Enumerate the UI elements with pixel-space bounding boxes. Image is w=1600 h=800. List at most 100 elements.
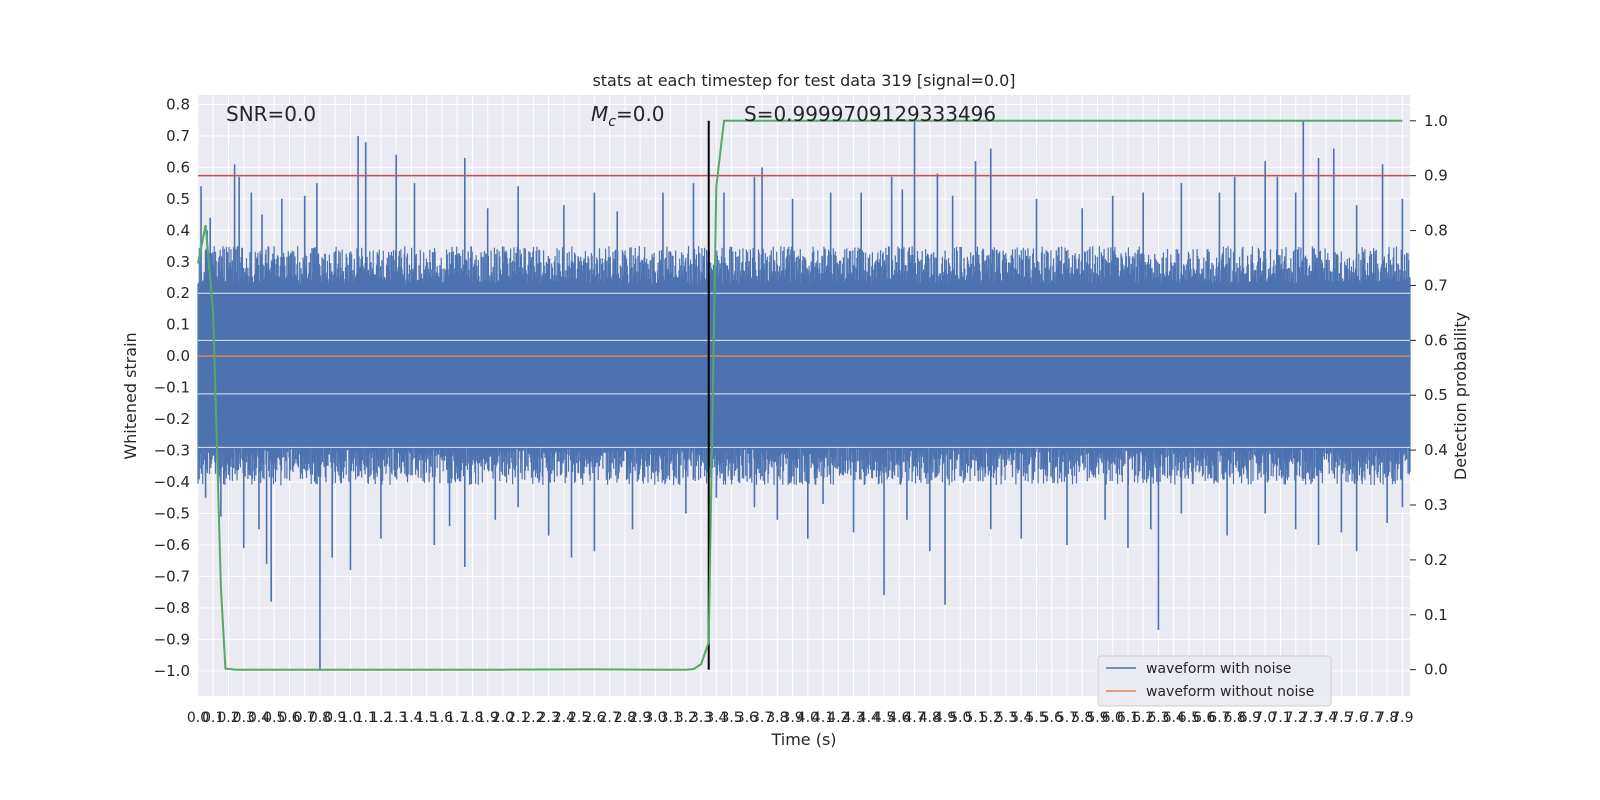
x-tick-label: 2.3 <box>538 710 560 726</box>
x-tick-label: 7.6 <box>1346 710 1368 726</box>
x-tick-label: 0.6 <box>278 710 300 726</box>
y-tick-label: −0.2 <box>154 410 190 428</box>
x-tick-label: 3.7 <box>751 710 773 726</box>
x-tick-label: 2.2 <box>522 710 544 726</box>
legend: waveform with noise waveform without noi… <box>1097 655 1332 707</box>
x-tick-label: 0.8 <box>309 710 331 726</box>
y-tick-label: 0.4 <box>166 221 190 239</box>
y2-tick-label: 0.0 <box>1424 661 1448 679</box>
x-tick-label: 0.0 <box>187 710 209 726</box>
x-tick-label: 6.4 <box>1163 710 1185 726</box>
y-tick-label: −0.5 <box>154 504 190 522</box>
x-axis-label: Time (s) <box>770 730 836 749</box>
x-tick-label: 5.5 <box>1025 710 1047 726</box>
x-tick-label: 7.5 <box>1330 710 1352 726</box>
x-tick-label: 3.2 <box>675 710 697 726</box>
x-tick-label: 1.8 <box>461 710 483 726</box>
y2-tick-label: 0.4 <box>1424 441 1448 459</box>
y-tick-label: −0.6 <box>154 536 190 554</box>
x-tick-label: 4.4 <box>858 710 880 726</box>
x-tick-label: 1.4 <box>400 710 422 726</box>
x-tick-label: 4.6 <box>888 710 910 726</box>
noise-series-group <box>197 120 1411 671</box>
x-tick-label: 6.2 <box>1132 710 1154 726</box>
x-tick-label: 1.7 <box>446 710 468 726</box>
x-tick-label: 2.0 <box>492 710 514 726</box>
y-tick-label: 0.6 <box>166 158 190 176</box>
x-tick-label: 2.7 <box>598 710 620 726</box>
x-tick-label: 7.1 <box>1269 710 1291 726</box>
x-tick-label: 7.3 <box>1300 710 1322 726</box>
x-tick-label: 0.5 <box>263 710 285 726</box>
y-tick-label: −0.1 <box>154 379 190 397</box>
y-tick-label: 0.8 <box>166 95 190 113</box>
y2-tick-label: 0.1 <box>1424 606 1448 624</box>
x-tick-label: 4.2 <box>827 710 849 726</box>
x-tick-label: 6.8 <box>1224 710 1246 726</box>
x-tick-label: 2.4 <box>553 710 575 726</box>
x-tick-label: 3.6 <box>736 710 758 726</box>
x-tick-label: 1.0 <box>339 710 361 726</box>
y-tick-label: −0.3 <box>154 442 190 460</box>
x-tick-label: 2.5 <box>568 710 590 726</box>
x-tick-label: 5.3 <box>995 710 1017 726</box>
chart-title: stats at each timestep for test data 319… <box>592 71 1015 90</box>
x-tick-label: 1.1 <box>355 710 377 726</box>
y-tick-label: −1.0 <box>154 662 190 680</box>
x-tick-label: 5.2 <box>980 710 1002 726</box>
y-tick-label: −0.7 <box>154 567 190 585</box>
x-tick-label: 4.8 <box>919 710 941 726</box>
detection-probability-line <box>197 119 1403 671</box>
x-tick-label: 2.6 <box>583 710 605 726</box>
y-tick-label: 0.1 <box>166 316 190 334</box>
x-tick-label: 1.3 <box>385 710 407 726</box>
x-tick-label: 4.5 <box>873 710 895 726</box>
x-tick-label: 0.3 <box>233 710 255 726</box>
x-tick-label: 0.1 <box>202 710 224 726</box>
x-tick-label: 6.0 <box>1102 710 1124 726</box>
x-tick-label: 7.2 <box>1285 710 1307 726</box>
x-tick-label: 1.2 <box>370 710 392 726</box>
x-tick-label: 1.6 <box>431 710 453 726</box>
x-tick-label: 4.7 <box>903 710 925 726</box>
y2-tick-label: 0.7 <box>1424 276 1448 294</box>
y-tick-label: 0.0 <box>166 347 190 365</box>
x-tick-label: 5.6 <box>1041 710 1063 726</box>
x-tick-label: 5.8 <box>1071 710 1093 726</box>
y2-tick-labels: 1.0 0.9 0.8 0.7 0.6 0.5 0.4 0.3 0.2 0.1 0.0 <box>1410 112 1448 679</box>
x-tick-label: 3.4 <box>705 710 727 726</box>
x-tick-label: 4.3 <box>842 710 864 726</box>
x-tick-label: 2.8 <box>614 710 636 726</box>
x-tick-label: 5.9 <box>1086 710 1108 726</box>
y-tick-label: 0.3 <box>166 253 190 271</box>
x-tick-label: 7.9 <box>1391 710 1413 726</box>
x-tick-label: 7.7 <box>1361 710 1383 726</box>
x-tick-label: 1.5 <box>416 710 438 726</box>
mc-symbol: M <box>591 102 608 126</box>
chirp-mass-annotation: Mc=0.0 <box>591 102 665 130</box>
x-tick-label: 5.1 <box>964 710 986 726</box>
y2-axis-label: Detection probability <box>1451 312 1470 480</box>
x-tick-label: 7.0 <box>1254 710 1276 726</box>
x-tick-label: 0.2 <box>217 710 239 726</box>
y-tick-label: −0.8 <box>154 599 190 617</box>
x-tick-label: 6.1 <box>1117 710 1139 726</box>
y2-tick-label: 0.5 <box>1424 386 1448 404</box>
y2-tick-label: 0.6 <box>1424 331 1448 349</box>
x-tick-label: 7.4 <box>1315 710 1337 726</box>
x-tick-label: 3.8 <box>766 710 788 726</box>
y2-tick-label: 0.3 <box>1424 496 1448 514</box>
y2-tick-label: 1.0 <box>1424 112 1448 130</box>
y-tick-label: 0.5 <box>166 190 190 208</box>
x-tick-label: 7.8 <box>1376 710 1398 726</box>
y2-tick-label: 0.2 <box>1424 551 1448 569</box>
snr-annotation: SNR=0.0 <box>226 102 316 126</box>
x-tick-label: 4.0 <box>797 710 819 726</box>
y-tick-label: −0.9 <box>154 630 190 648</box>
x-tick-labels: 0.00.10.20.30.40.50.60.70.80.91.01.11.21… <box>187 710 1414 726</box>
x-tick-label: 6.3 <box>1147 710 1169 726</box>
x-tick-label: 3.5 <box>720 710 742 726</box>
x-tick-label: 6.9 <box>1239 710 1261 726</box>
score-annotation: S=0.9999709129333496 <box>744 102 996 126</box>
